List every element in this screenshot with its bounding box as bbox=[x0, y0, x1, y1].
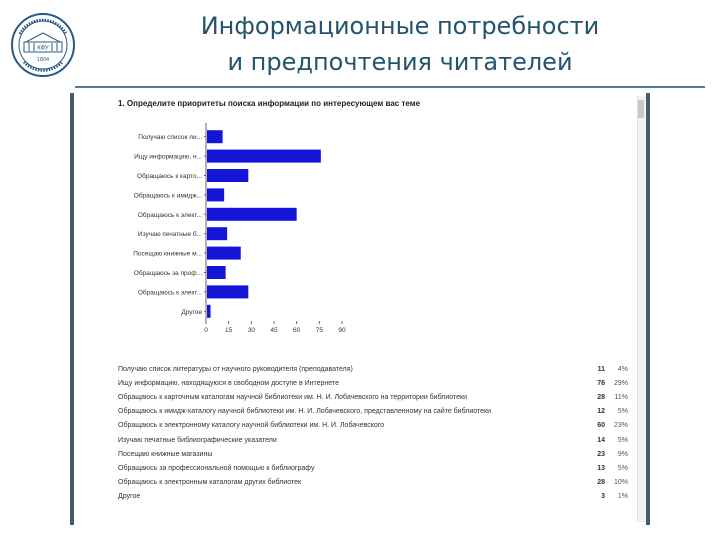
scrollbar-thumb[interactable] bbox=[638, 100, 644, 118]
row-count: 23 bbox=[597, 450, 605, 458]
row-count: 12 bbox=[597, 408, 605, 416]
bar bbox=[207, 207, 297, 221]
row-label: Посещаю книжные магазины bbox=[118, 450, 213, 458]
row-label: Обращаюсь к имидж-каталогу научной библи… bbox=[118, 408, 492, 416]
row-percent: 4% bbox=[617, 365, 628, 373]
table-row: Обращаюсь к имидж-каталогу научной библи… bbox=[118, 405, 628, 419]
category-label: Изучаю печатные б... bbox=[138, 230, 202, 238]
question-title: 1. Определите приоритеты поиска информац… bbox=[118, 99, 421, 108]
row-count: 60 bbox=[597, 422, 605, 430]
x-tick-label: 30 bbox=[248, 327, 256, 334]
bar bbox=[207, 227, 228, 241]
x-tick-label: 0 bbox=[204, 327, 208, 334]
row-count: 3 bbox=[601, 493, 605, 501]
x-tick-label: 60 bbox=[293, 327, 301, 334]
row-count: 14 bbox=[597, 436, 605, 444]
title-line-2: и предпочтения читателей bbox=[227, 48, 573, 76]
table-row: Обращаюсь за профессиональной помощью к … bbox=[118, 461, 628, 475]
x-tick-label: 45 bbox=[270, 327, 278, 334]
row-count: 28 bbox=[597, 393, 605, 401]
table-row: Изучаю печатные библиографические указат… bbox=[118, 433, 628, 447]
row-label: Обращаюсь к электронному каталогу научно… bbox=[118, 422, 385, 430]
row-label: Обращаюсь к электронным каталогам других… bbox=[118, 479, 302, 487]
row-percent: 1% bbox=[617, 493, 628, 501]
row-percent: 10% bbox=[613, 479, 628, 487]
bar bbox=[207, 169, 249, 182]
row-percent: 5% bbox=[617, 408, 628, 416]
x-tick-label: 75 bbox=[316, 327, 324, 334]
category-label: Получаю список ли... bbox=[138, 134, 202, 141]
title-divider bbox=[75, 86, 705, 88]
row-percent: 29% bbox=[613, 379, 628, 387]
logo-year-text: 1804 bbox=[37, 57, 49, 63]
title-line-1: Информационные потребности bbox=[200, 12, 600, 40]
page-title: Информационные потребности и предпочтени… bbox=[110, 8, 690, 80]
row-label: Изучаю печатные библиографические указат… bbox=[118, 436, 277, 444]
table-row: Другое 3 1% bbox=[118, 490, 628, 504]
bar bbox=[207, 266, 226, 279]
row-percent: 11% bbox=[614, 393, 629, 401]
category-label: Ищу информацию, н... bbox=[134, 154, 202, 161]
x-tick-label: 90 bbox=[338, 327, 346, 334]
category-label: Обращаюсь к карто... bbox=[137, 172, 202, 180]
row-count: 76 bbox=[597, 379, 605, 387]
category-label: Другое bbox=[181, 309, 202, 316]
row-percent: 5% bbox=[617, 464, 628, 472]
category-label: Обращаюсь за проф... bbox=[134, 269, 202, 277]
table-row: Обращаюсь к электронным каталогам других… bbox=[118, 476, 628, 490]
row-label: Получаю список литературы от научного ру… bbox=[118, 365, 353, 373]
bar bbox=[207, 130, 223, 144]
row-percent: 5% bbox=[617, 436, 628, 444]
bar bbox=[207, 149, 321, 163]
row-count: 13 bbox=[597, 464, 605, 472]
row-label: Ищу информацию, находящуюся в свободном … bbox=[118, 379, 339, 387]
scrollbar-track[interactable] bbox=[637, 96, 646, 522]
table-row: Ищу информацию, находящуюся в свободном … bbox=[118, 376, 628, 390]
row-count: 28 bbox=[597, 479, 605, 487]
frame-left-border bbox=[70, 93, 74, 525]
survey-panel bbox=[74, 93, 637, 525]
category-label: Обращаюсь к элект... bbox=[138, 288, 202, 296]
results-table: Получаю список литературы от научного ру… bbox=[118, 362, 628, 504]
row-percent: 23% bbox=[613, 422, 628, 430]
table-row: Обращаюсь к электронному каталогу научно… bbox=[118, 419, 628, 433]
logo-kfu-text: КФУ bbox=[37, 46, 49, 52]
category-label: Посещаю книжные м... bbox=[133, 251, 202, 258]
bar bbox=[207, 285, 249, 299]
bar bbox=[207, 246, 241, 260]
table-row: Получаю список литературы от научного ру… bbox=[118, 362, 628, 376]
table-row: Обращаюсь к карточным каталогам научной … bbox=[118, 390, 628, 404]
row-label: Обращаюсь за профессиональной помощью к … bbox=[118, 464, 315, 472]
bar bbox=[207, 304, 211, 318]
row-percent: 9% bbox=[617, 450, 628, 458]
category-label: Обращаюсь к имидж... bbox=[134, 191, 202, 199]
bar bbox=[207, 188, 225, 202]
category-label: Обращаюсь к элект... bbox=[138, 211, 202, 219]
university-logo: КФУ 1804 bbox=[11, 13, 75, 77]
row-label: Обращаюсь к карточным каталогам научной … bbox=[118, 393, 468, 401]
frame-right-border bbox=[646, 93, 650, 525]
x-tick-label: 15 bbox=[225, 327, 233, 334]
row-label: Другое bbox=[118, 493, 141, 501]
table-row: Посещаю книжные магазины 23 9% bbox=[118, 447, 628, 461]
row-count: 11 bbox=[597, 365, 605, 373]
